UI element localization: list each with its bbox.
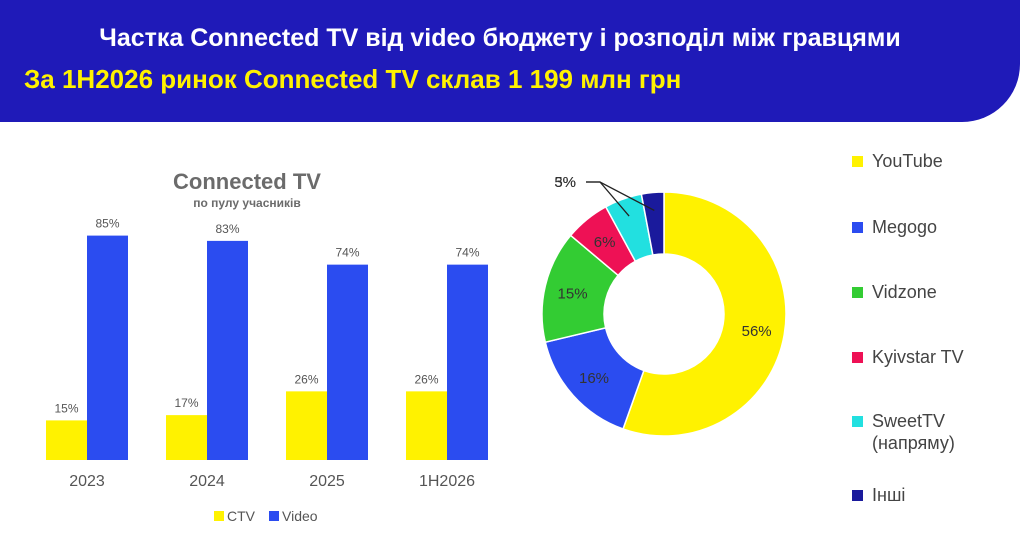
bar-label-video-2025: 74%: [335, 246, 359, 260]
legend-label: Kyivstar TV: [872, 347, 964, 367]
bar-chart-title: Connected TV: [173, 169, 321, 194]
bar-label-ctv-1H2026: 26%: [414, 372, 438, 386]
bar-chart-legend: CTV Video: [214, 508, 318, 524]
bar-label-ctv-2024: 17%: [174, 396, 198, 410]
legend-label-ctv: CTV: [227, 508, 256, 524]
bars-group: 15% 85% 2023 17% 83% 2024 26% 74% 2025 26% 74% 1H20…: [46, 217, 488, 490]
legend-swatch: [852, 156, 863, 167]
bar-label-ctv-2023: 15%: [54, 401, 78, 415]
donut-label-megogo: 16%: [579, 370, 609, 387]
donut-slice-youtube: [622, 191, 787, 437]
legend-label: Інші: [872, 485, 906, 505]
bar-label-video-1H2026: 74%: [455, 246, 479, 260]
legend-swatch: [852, 490, 863, 501]
legend-swatch: [852, 416, 863, 427]
x-tick-label: 1H2026: [419, 473, 475, 490]
x-tick-label: 2023: [69, 473, 105, 490]
donut-slices: [541, 191, 787, 437]
donut-label-vidzone: 15%: [558, 285, 588, 302]
legend-label: Megogo: [872, 217, 938, 237]
bar-chart: Connected TV по пулу учасників 15% 85% 202…: [46, 169, 488, 524]
bar-video-2023: [87, 235, 128, 460]
bar-video-2024: [207, 240, 248, 460]
legend-swatch: [852, 352, 863, 363]
donut-labels: 56% 16% 15% 6% 5%3%: [554, 174, 771, 387]
donut-label-kyivstar-tv: 6%: [594, 234, 616, 251]
donut-label-інші: 3%: [554, 174, 576, 191]
legend-label-video: Video: [282, 508, 318, 524]
bar-video-1H2026: [447, 264, 488, 460]
donut-slice-інші: [640, 191, 665, 256]
legend-swatch: [852, 222, 863, 233]
bar-ctv-2025: [286, 391, 327, 460]
donut-label-youtube: 56%: [742, 323, 772, 340]
bar-label-video-2024: 83%: [215, 222, 239, 236]
bar-label-video-2023: 85%: [95, 217, 119, 231]
header-banner: Частка Connected TV від video бюджету і …: [0, 0, 1020, 122]
bar-label-ctv-2025: 26%: [294, 372, 318, 386]
page-subtitle: За 1H2026 ринок Connected TV склав 1 199…: [24, 64, 682, 94]
page-title: Частка Connected TV від video бюджету і …: [99, 24, 901, 52]
bar-ctv-1H2026: [406, 391, 447, 460]
bar-chart-subtitle: по пулу учасників: [193, 196, 300, 210]
legend-swatch: [852, 287, 863, 298]
bar-video-2025: [327, 264, 368, 460]
x-tick-label: 2024: [189, 473, 225, 490]
donut-label-sweettv-напряму-: 5%: [554, 174, 576, 191]
bar-ctv-2023: [46, 420, 87, 460]
bar-ctv-2024: [166, 415, 207, 460]
legend-label: Vidzone: [872, 282, 937, 302]
legend-swatch-ctv: [214, 511, 224, 521]
x-tick-label: 2025: [309, 473, 345, 490]
legend-swatch-video: [269, 511, 279, 521]
legend-label: YouTube: [872, 151, 943, 171]
donut-leader-line: [586, 181, 655, 212]
legend-label: SweetTV (напряму): [872, 411, 955, 453]
